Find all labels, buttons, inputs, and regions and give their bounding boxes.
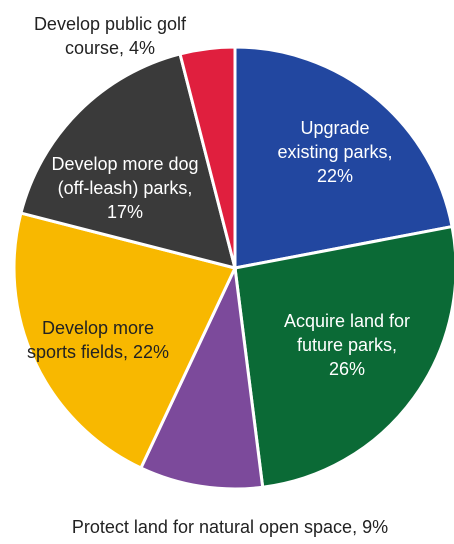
pie-slice xyxy=(12,211,238,470)
slice-label: Acquire land for future parks, 26% xyxy=(283,311,411,379)
slice-label: Upgrade existing parks, 22% xyxy=(277,118,393,186)
pie-slice xyxy=(178,45,237,269)
pie-slice xyxy=(19,52,238,271)
pie-slice xyxy=(233,45,454,270)
slice-label: Protect land for natural open space, 9% xyxy=(71,517,389,537)
slice-label: Develop more dog (off-leash) parks, 17% xyxy=(51,154,199,222)
slice-label: Develop more sports fields, 22% xyxy=(26,318,170,362)
pie-slice xyxy=(233,224,454,489)
slice-label: Develop public golf course, 4% xyxy=(33,14,187,58)
pie-slice xyxy=(138,262,265,491)
